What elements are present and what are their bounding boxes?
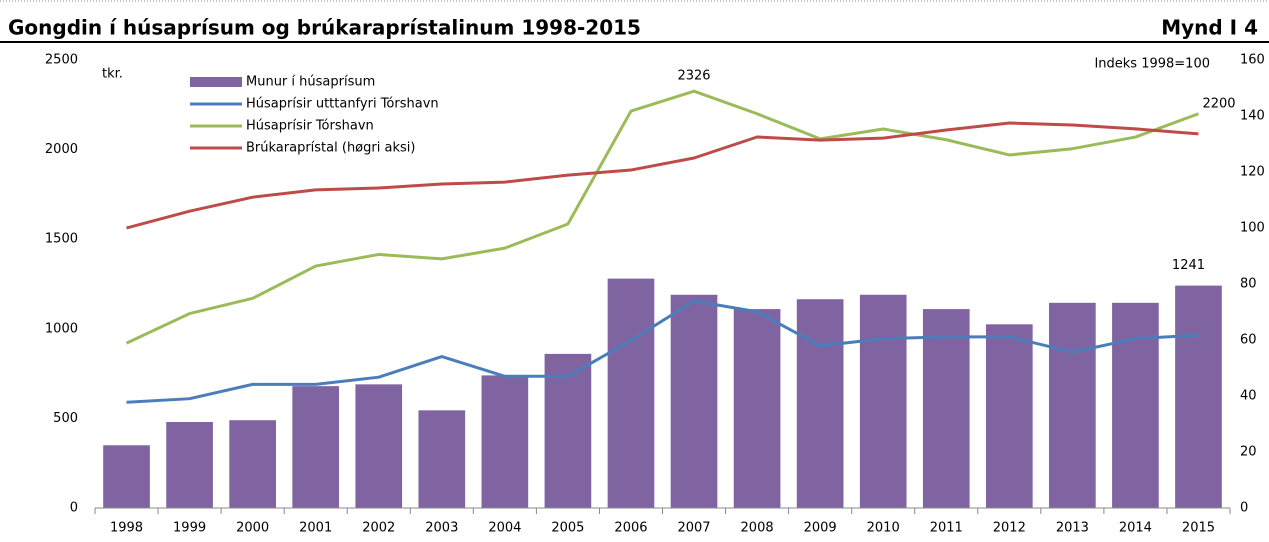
data-label: 2326 xyxy=(677,69,710,84)
x-tick-label: 2008 xyxy=(741,521,774,536)
x-tick-label: 2015 xyxy=(1182,521,1215,536)
y-tick-label: 500 xyxy=(53,411,78,426)
x-tick-label: 2000 xyxy=(236,521,269,536)
bar xyxy=(103,445,150,508)
y2-tick-label: 120 xyxy=(1240,165,1265,180)
x-tick-label: 2004 xyxy=(488,521,521,536)
y2-tick-label: 60 xyxy=(1240,333,1257,348)
x-tick-label: 2012 xyxy=(993,521,1026,536)
x-tick-label: 2001 xyxy=(299,521,332,536)
bar xyxy=(607,278,655,508)
y2-tick-label: 40 xyxy=(1240,389,1257,404)
chart-title: Gongdin í húsaprísum og brúkaraprístalin… xyxy=(8,16,641,40)
x-tick-label: 1999 xyxy=(173,521,206,536)
bar xyxy=(859,294,907,508)
bar xyxy=(544,353,592,508)
y2-tick-label: 160 xyxy=(1240,53,1265,68)
y2-unit-label: Indeks 1998=100 xyxy=(1094,57,1210,72)
bar xyxy=(733,309,781,508)
x-tick-label: 1998 xyxy=(110,521,143,536)
x-tick-label: 2011 xyxy=(930,521,963,536)
x-tick-label: 2013 xyxy=(1056,521,1089,536)
bar xyxy=(796,299,844,508)
y2-tick-label: 140 xyxy=(1240,109,1265,124)
y-tick-label: 1500 xyxy=(45,232,78,247)
y2-tick-label: 80 xyxy=(1240,277,1257,292)
x-tick-label: 2010 xyxy=(867,521,900,536)
legend-label: Brúkaraprístal (høgri aksi) xyxy=(246,141,415,156)
legend-label: Húsaprísir Tórshavn xyxy=(246,119,374,134)
x-tick-label: 2014 xyxy=(1119,521,1152,536)
y-unit-label: tkr. xyxy=(102,67,123,82)
y2-tick-label: 100 xyxy=(1240,221,1265,236)
bar xyxy=(1112,302,1159,508)
x-tick-label: 2003 xyxy=(425,521,458,536)
x-tick-label: 2002 xyxy=(362,521,395,536)
bar xyxy=(166,421,213,508)
y-tick-label: 1000 xyxy=(45,321,78,336)
y-tick-label: 2000 xyxy=(45,142,78,157)
bar xyxy=(985,324,1033,508)
y-tick-label: 0 xyxy=(70,501,78,516)
bar xyxy=(922,309,970,508)
figure-label: Mynd I 4 xyxy=(1161,16,1258,40)
data-label: 2200 xyxy=(1202,96,1235,111)
bar xyxy=(670,294,718,508)
bar xyxy=(292,386,340,508)
y2-tick-label: 20 xyxy=(1240,445,1257,460)
legend-swatch xyxy=(190,77,242,87)
y-tick-label: 2500 xyxy=(45,53,78,68)
legend-label: Munur í húsaprísum xyxy=(246,75,375,90)
bar xyxy=(481,375,529,508)
bar xyxy=(1175,285,1222,508)
line-series xyxy=(126,299,1199,404)
x-tick-label: 2006 xyxy=(614,521,647,536)
bar xyxy=(229,420,276,508)
y2-tick-label: 0 xyxy=(1240,501,1248,516)
bar xyxy=(1049,302,1096,508)
data-label: 1241 xyxy=(1172,258,1205,273)
title-rule xyxy=(0,41,1269,43)
legend-label: Húsaprísir utttanfyri Tórshavn xyxy=(246,97,439,112)
bar xyxy=(355,384,403,508)
bar xyxy=(418,410,466,508)
x-tick-label: 2005 xyxy=(551,521,584,536)
line-series xyxy=(125,89,1199,345)
line-series xyxy=(126,121,1199,230)
x-tick-label: 2007 xyxy=(677,521,710,536)
x-tick-label: 2009 xyxy=(804,521,837,536)
